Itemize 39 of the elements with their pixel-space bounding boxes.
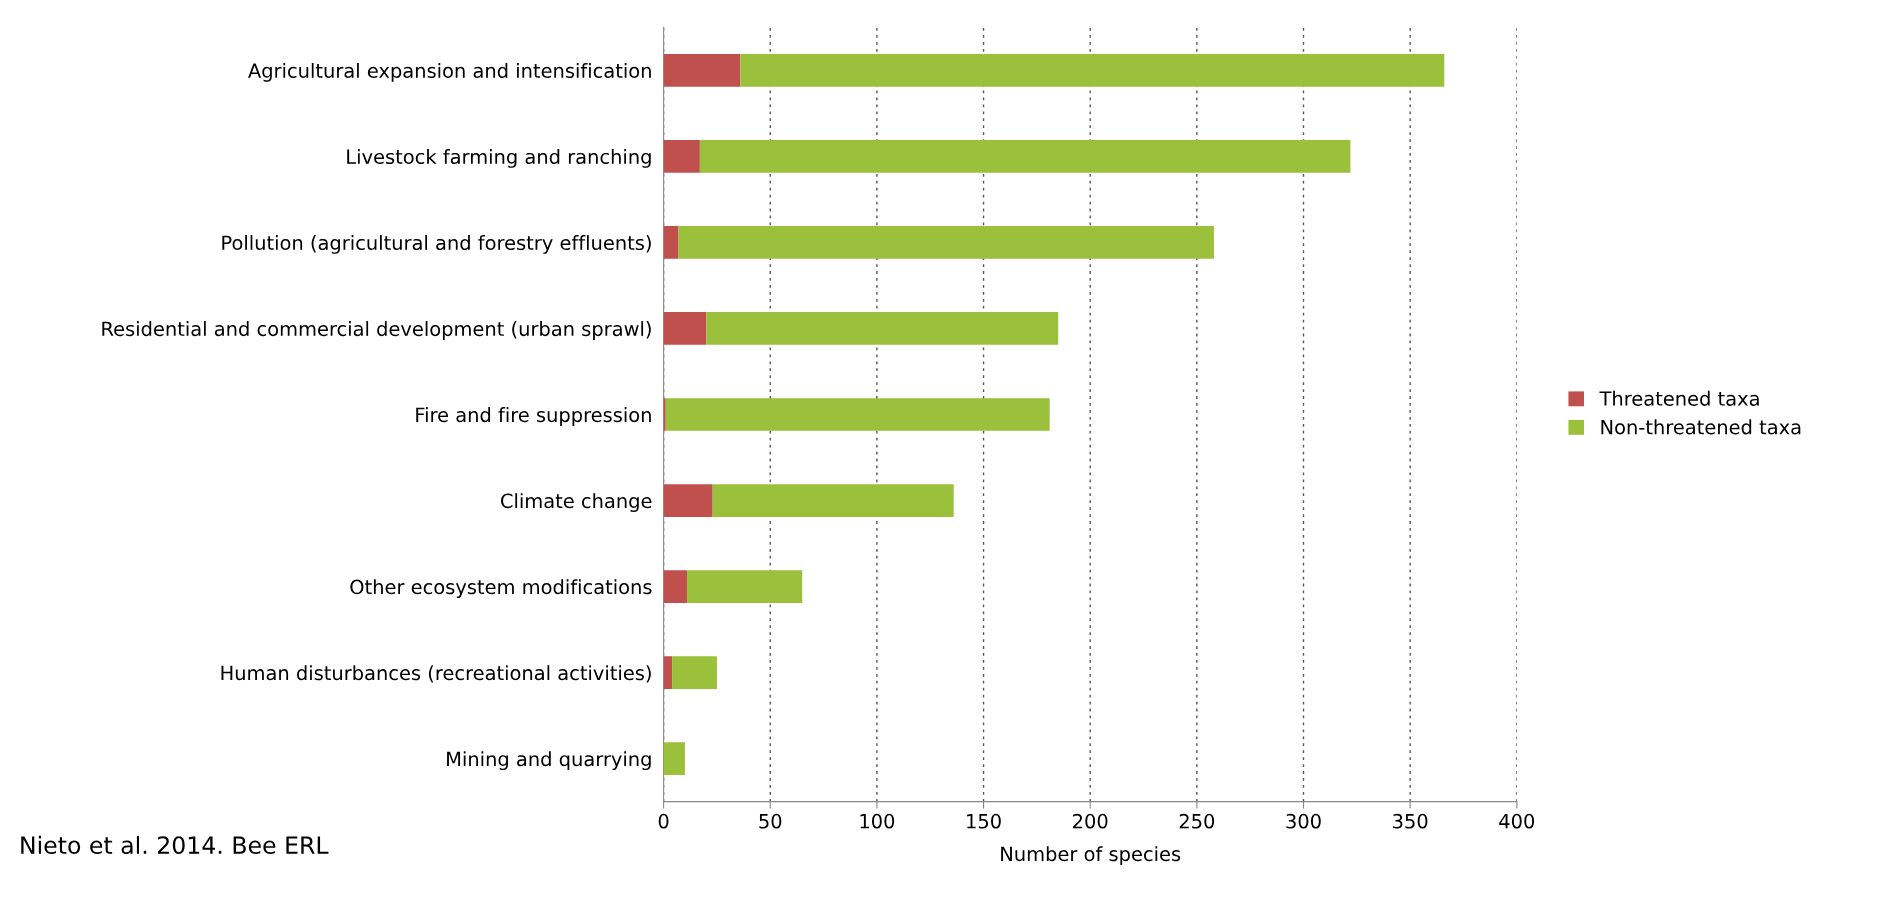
bar xyxy=(706,312,1059,345)
bar xyxy=(672,656,717,689)
bar xyxy=(663,54,741,87)
x-tick-label: 50 xyxy=(759,813,782,829)
bar xyxy=(663,484,713,517)
y-tick-label: Agricultural expansion and intensification xyxy=(248,62,651,82)
y-tick-label: Livestock farming and ranching xyxy=(347,149,651,168)
bar xyxy=(665,398,1050,431)
x-tick-label: 0 xyxy=(658,813,669,829)
legend-label: Threatened taxa xyxy=(1599,390,1759,406)
x-axis-title: Number of species xyxy=(1001,846,1181,866)
y-tick-label: Pollution (agricultural and forestry effluents) xyxy=(222,235,651,254)
bar xyxy=(663,312,707,345)
x-tick-label: 400 xyxy=(1499,813,1535,829)
bar xyxy=(740,54,1445,87)
bar xyxy=(699,140,1351,173)
y-tick-label: Climate change xyxy=(501,493,652,512)
bar xyxy=(663,656,673,689)
x-tick-label: 150 xyxy=(967,813,1001,829)
x-tick-label: 350 xyxy=(1393,813,1428,829)
bar xyxy=(663,570,688,603)
legend-label: Non-threatened taxa xyxy=(1601,419,1801,435)
x-tick-label: 250 xyxy=(1179,813,1215,829)
x-tick-label: 300 xyxy=(1286,813,1321,829)
x-tick-label: 100 xyxy=(860,813,895,829)
y-tick-label: Mining and quarrying xyxy=(447,751,651,771)
y-tick-label: Other ecosystem modifications xyxy=(350,579,652,599)
bar xyxy=(687,570,803,603)
y-tick-label: Residential and commercial development (urban sprawl) xyxy=(102,321,651,340)
bar xyxy=(663,742,685,776)
bar xyxy=(663,140,700,173)
x-tick-label: 200 xyxy=(1073,813,1108,829)
bar xyxy=(712,484,954,517)
text: Nieto et al. 2014. Bee ERL xyxy=(21,835,329,855)
bar xyxy=(678,226,1214,259)
y-tick-label: Fire and fire suppression xyxy=(416,407,651,426)
bar xyxy=(663,398,666,431)
bar xyxy=(663,226,679,259)
y-tick-label: Human disturbances (recreational activities) xyxy=(221,665,651,683)
